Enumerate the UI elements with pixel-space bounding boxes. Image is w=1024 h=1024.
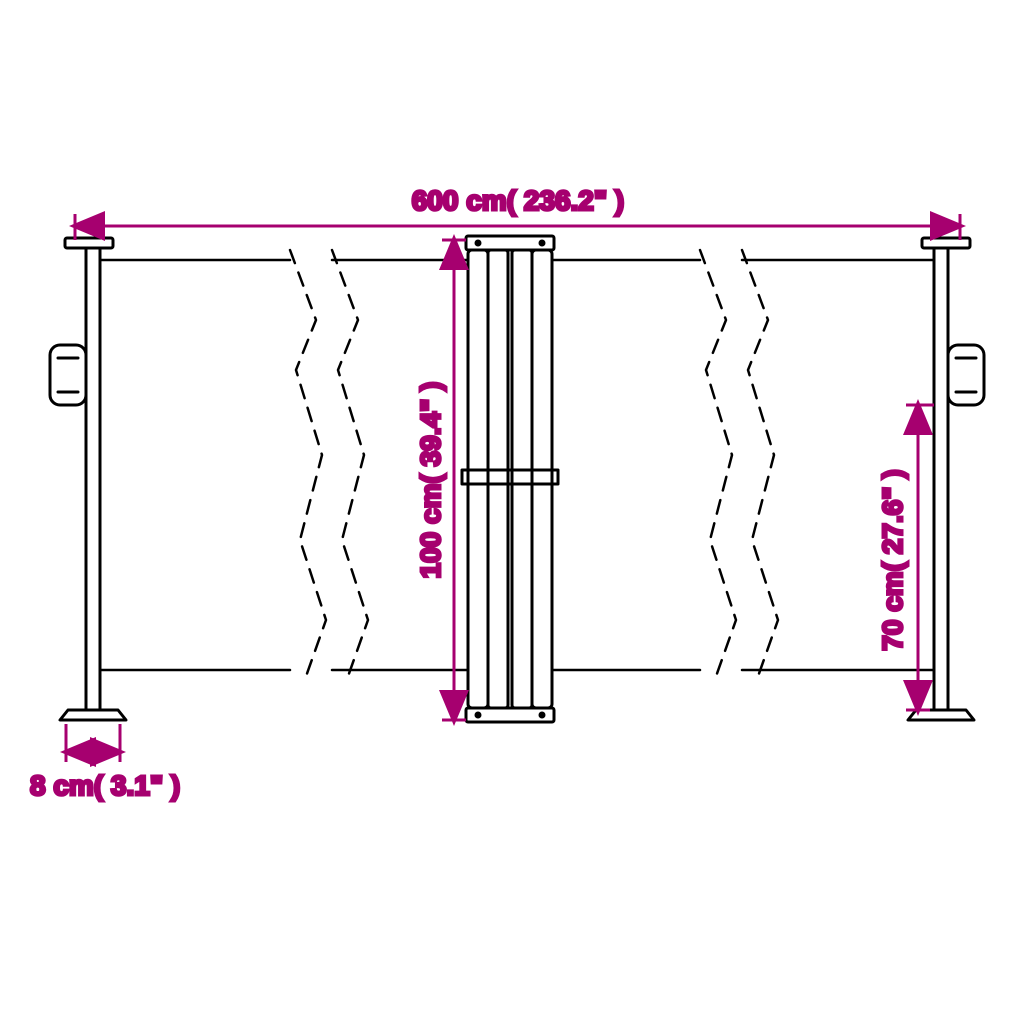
- dim-width-label: 600 cm( 236.2" ): [412, 185, 625, 216]
- dim-height: 100 cm( 39.4" ): [415, 240, 466, 720]
- dim-height-label: 100 cm( 39.4" ): [415, 382, 446, 579]
- dim-base-label: 8 cm( 3.1" ): [30, 770, 180, 801]
- dimension-diagram: 600 cm( 236.2" ) 100 cm( 39.4" ) 70 cm( …: [0, 0, 1024, 1024]
- dim-post-label: 70 cm( 27.6" ): [877, 469, 908, 650]
- dim-width: 600 cm( 236.2" ): [75, 185, 960, 240]
- handle-icon: [50, 345, 86, 405]
- fabric-left: [100, 250, 468, 682]
- left-pull-post: [50, 238, 126, 720]
- handle-icon: [948, 345, 984, 405]
- awning-outline: [50, 236, 984, 722]
- dim-base-width: 8 cm( 3.1" ): [30, 724, 180, 801]
- dim-post-height: 70 cm( 27.6" ): [877, 405, 934, 710]
- center-cassette: [462, 236, 558, 722]
